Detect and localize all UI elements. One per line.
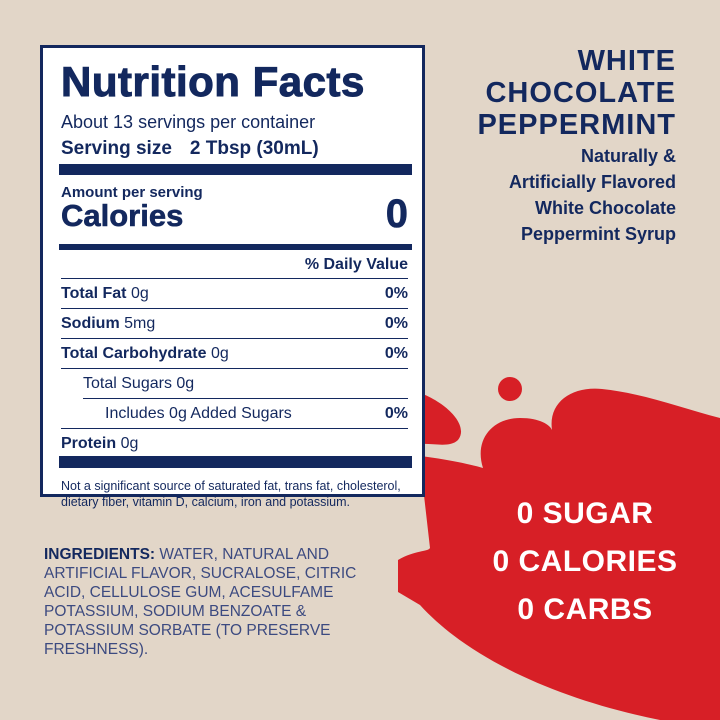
nutrient-row: Total Carbohydrate 0g 0%: [61, 338, 408, 368]
nutrition-title: Nutrition Facts: [61, 58, 365, 106]
footnote: Not a significant source of saturated fa…: [61, 479, 401, 509]
medium-divider: [59, 244, 412, 250]
claims: 0 SUGAR 0 CALORIES 0 CARBS: [470, 490, 700, 634]
servings-per-container: About 13 servings per container: [61, 112, 316, 132]
thick-divider: [59, 456, 412, 468]
nutrient-row: Total Fat 0g 0%: [61, 278, 408, 308]
serving-size: Serving size 2 Tbsp (30mL): [61, 138, 408, 160]
calories-label: Calories: [61, 198, 184, 234]
daily-value-header: % Daily Value: [304, 256, 408, 273]
calories-row: Calories 0: [61, 192, 409, 237]
product-name-line: PEPPERMINT: [477, 109, 676, 141]
product-title-block: WHITE CHOCOLATE PEPPERMINT Naturally & A…: [477, 45, 676, 247]
serving-size-label: Serving size: [61, 138, 172, 159]
ingredients: INGREDIENTS: WATER, NATURAL AND ARTIFICI…: [44, 545, 384, 659]
product-desc-line: Naturally &: [580, 146, 676, 166]
claim-carbs: 0 CARBS: [517, 593, 653, 626]
product-name-line: WHITE: [577, 45, 676, 77]
ingredients-text: WATER, NATURAL AND ARTIFICIAL FLAVOR, SU…: [44, 546, 357, 658]
product-desc-line: Peppermint Syrup: [520, 224, 676, 244]
amount-per-serving: Amount per serving: [61, 184, 203, 201]
product-desc-line: Artificially Flavored: [508, 172, 676, 192]
ingredients-label: INGREDIENTS:: [44, 546, 156, 563]
nutrient-row: Sodium 5mg 0%: [61, 308, 408, 338]
nutrient-row: Includes 0g Added Sugars 0%: [83, 398, 408, 428]
nutrient-list: Total Fat 0g 0% Sodium 5mg 0% Total Carboh…: [61, 278, 408, 458]
splash-drop: [498, 377, 522, 401]
nutrition-facts-panel: Nutrition Facts About 13 servings per co…: [40, 45, 425, 509]
serving-size-value: 2 Tbsp (30mL): [189, 138, 319, 159]
nutrient-row: Protein 0g: [61, 428, 408, 458]
product-name-line: CHOCOLATE: [485, 77, 676, 109]
nutrient-row: Total Sugars 0g: [61, 368, 408, 398]
claim-calories: 0 CALORIES: [492, 545, 678, 578]
claim-sugar: 0 SUGAR: [516, 497, 654, 530]
calories-value: 0: [385, 192, 408, 237]
product-desc-line: White Chocolate: [534, 198, 676, 218]
thick-divider: [59, 164, 412, 175]
